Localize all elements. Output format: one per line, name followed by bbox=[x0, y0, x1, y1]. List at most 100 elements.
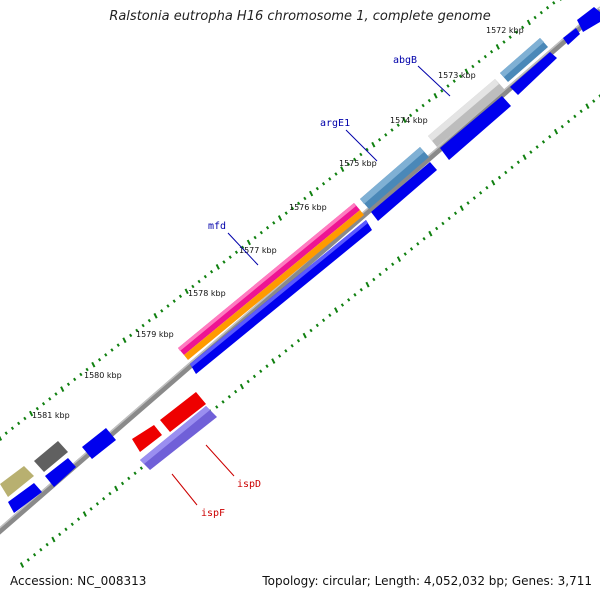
tick-mark bbox=[522, 154, 527, 161]
tick-mark bbox=[539, 10, 543, 15]
tick-label: 1574 kbp bbox=[390, 116, 428, 125]
tick-mark bbox=[265, 226, 270, 230]
tick-mark bbox=[466, 201, 470, 205]
tick-mark bbox=[464, 68, 469, 75]
gene-labels: abgB argE1 mfd ispD ispF bbox=[171, 55, 451, 519]
tick-mark bbox=[215, 264, 220, 270]
tick-mark bbox=[133, 471, 137, 475]
gene-arrow[interactable] bbox=[440, 96, 511, 160]
gene-label[interactable]: abgB bbox=[393, 55, 417, 66]
tick-mark bbox=[4, 431, 8, 435]
tick-mark bbox=[340, 166, 345, 172]
tick-mark bbox=[135, 328, 139, 333]
tick-mark bbox=[529, 150, 533, 154]
tick-mark bbox=[41, 402, 46, 406]
tick-mark bbox=[502, 40, 506, 44]
tick-mark bbox=[290, 206, 295, 210]
tick-mark bbox=[365, 147, 369, 152]
tick-mark bbox=[489, 50, 494, 54]
tick-mark bbox=[296, 338, 301, 343]
tick-mark bbox=[471, 64, 475, 69]
gene-label[interactable]: ispD bbox=[237, 479, 261, 490]
tick-mark bbox=[73, 377, 77, 382]
gene-block[interactable] bbox=[140, 406, 217, 470]
tick-mark bbox=[54, 392, 58, 396]
gene-arrow[interactable] bbox=[82, 428, 116, 459]
tick-mark bbox=[64, 527, 68, 532]
tick-mark bbox=[58, 532, 62, 537]
tick-mark bbox=[97, 358, 102, 362]
tick-mark bbox=[516, 160, 520, 165]
tick-mark bbox=[253, 235, 257, 240]
tick-mark bbox=[440, 89, 444, 93]
gene-block[interactable] bbox=[34, 441, 68, 472]
tick-mark bbox=[403, 252, 407, 256]
tick-mark bbox=[19, 562, 25, 568]
tick-mark bbox=[585, 103, 590, 110]
tick-mark bbox=[277, 215, 283, 221]
tick-mark bbox=[321, 318, 326, 323]
gene-label[interactable]: mfd bbox=[208, 221, 226, 232]
gene-block[interactable] bbox=[428, 79, 505, 147]
tick-mark bbox=[48, 397, 52, 401]
tick-mark bbox=[497, 175, 502, 180]
tick-mark bbox=[178, 294, 183, 298]
tick-mark bbox=[114, 485, 119, 492]
tick-mark bbox=[23, 416, 27, 421]
tick-mark bbox=[271, 358, 276, 364]
tick-mark bbox=[346, 162, 351, 166]
tick-mark bbox=[35, 406, 39, 411]
tick-mark bbox=[409, 113, 413, 118]
tick-mark bbox=[32, 553, 37, 557]
tick-mark bbox=[514, 30, 519, 34]
tick-mark bbox=[416, 242, 420, 246]
tick-label: 1576 kbp bbox=[289, 203, 327, 212]
gene-arrow[interactable] bbox=[190, 220, 372, 374]
gene-arrow[interactable] bbox=[45, 458, 76, 487]
gene-arrow[interactable] bbox=[371, 162, 437, 221]
tick-mark bbox=[402, 117, 407, 124]
tick-mark bbox=[384, 133, 388, 137]
tick-mark bbox=[573, 114, 577, 119]
tick-mark bbox=[221, 400, 225, 404]
tick-mark bbox=[533, 15, 537, 20]
tick-mark bbox=[76, 517, 81, 521]
gene-arrow[interactable] bbox=[563, 28, 580, 45]
tick-mark bbox=[560, 124, 564, 129]
tick-mark bbox=[228, 255, 232, 259]
gene-arrow[interactable] bbox=[510, 52, 557, 95]
gene-block[interactable] bbox=[0, 466, 34, 497]
tick-mark bbox=[252, 374, 257, 379]
tick-mark bbox=[552, 1, 556, 5]
tick-mark bbox=[459, 205, 464, 211]
gene-block[interactable] bbox=[178, 203, 360, 355]
tick-mark bbox=[309, 190, 314, 197]
tick-mark bbox=[579, 109, 583, 114]
tick-mark bbox=[129, 333, 133, 338]
tick-mark bbox=[203, 274, 207, 279]
tick-mark bbox=[51, 536, 56, 543]
tick-label: 1581 kbp bbox=[32, 411, 70, 420]
tick-mark bbox=[297, 201, 301, 206]
gene-label[interactable]: argE1 bbox=[320, 118, 350, 129]
leader-line bbox=[171, 473, 198, 506]
tick-mark bbox=[409, 247, 414, 251]
tick-label: 1577 kbp bbox=[239, 246, 277, 255]
tick-mark bbox=[340, 303, 345, 307]
tick-mark bbox=[141, 323, 145, 328]
gene-arrow[interactable] bbox=[132, 425, 162, 452]
tick-mark bbox=[79, 372, 83, 377]
tick-mark bbox=[435, 226, 439, 231]
tick-mark bbox=[26, 558, 30, 562]
tick-label: 1572 kbp bbox=[486, 26, 524, 35]
tick-mark bbox=[10, 426, 15, 430]
gene-arrow[interactable] bbox=[8, 483, 42, 513]
gene-block[interactable] bbox=[184, 210, 364, 360]
tick-mark bbox=[433, 92, 438, 99]
gene-arrow[interactable] bbox=[577, 7, 600, 32]
tick-mark bbox=[139, 466, 144, 470]
gene-arrow[interactable] bbox=[160, 392, 206, 432]
gene-label[interactable]: ispF bbox=[201, 508, 225, 519]
tick-mark bbox=[485, 186, 489, 190]
